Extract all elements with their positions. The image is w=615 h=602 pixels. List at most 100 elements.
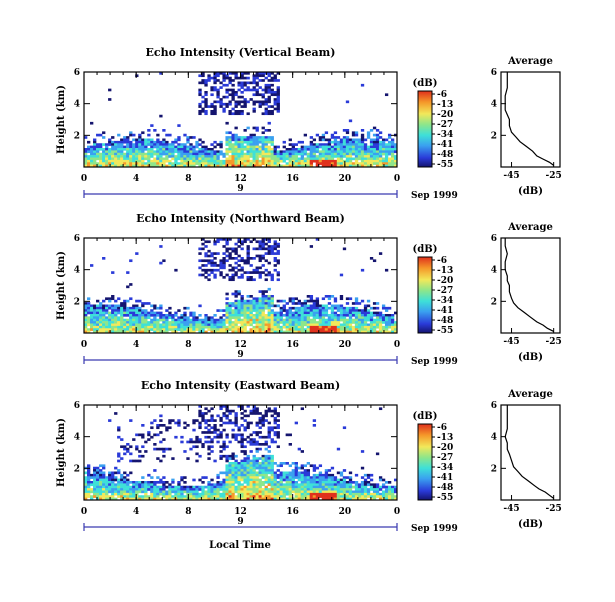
colorbar-tick-label: -34 xyxy=(437,463,453,473)
x-tick-label: 0 xyxy=(81,507,87,517)
x-tick-label: 16 xyxy=(286,507,299,517)
heatmap-title: Echo Intensity (Vertical Beam) xyxy=(145,46,335,59)
heatmap-title: Echo Intensity (Eastward Beam) xyxy=(141,379,340,392)
x-tick-label: 4 xyxy=(133,507,139,517)
y-tick-label: 2 xyxy=(74,464,80,474)
average-profile-2 xyxy=(500,237,561,334)
date-label: Sep 1999 xyxy=(411,524,458,534)
y-axis-label: Height (km) xyxy=(56,418,67,487)
average-x-label: (dB) xyxy=(518,352,543,363)
average-title: Average xyxy=(507,56,553,67)
x-tick-label: 12 xyxy=(234,507,247,517)
colorbar-tick-label: -41 xyxy=(437,473,453,483)
colorbar-tick-label: -34 xyxy=(437,296,453,306)
average-profile-3 xyxy=(500,404,561,501)
average-y-tick-label: 6 xyxy=(491,68,497,78)
colorbar-tick-label: -55 xyxy=(437,493,453,503)
y-axis-label: Height (km) xyxy=(56,85,67,154)
colorbar-tick-label: -27 xyxy=(437,286,453,296)
x-tick-label: 0 xyxy=(394,507,400,517)
heatmap-cells xyxy=(84,72,398,168)
colorbar-tick-label: -13 xyxy=(437,100,453,110)
average-x-tick-label: -25 xyxy=(546,504,562,514)
x-tick-label: 8 xyxy=(185,174,191,184)
colorbar-unit: (dB) xyxy=(413,78,438,89)
x-tick-label: 8 xyxy=(185,507,191,517)
heatmap-panel-1 xyxy=(83,71,435,198)
average-x-tick-label: -45 xyxy=(503,337,519,347)
heatmap-cells xyxy=(84,405,398,501)
colorbar-tick-label: -48 xyxy=(437,316,453,326)
average-x-tick-label: -25 xyxy=(546,171,562,181)
x-tick-label: 0 xyxy=(394,340,400,350)
day-label: 9 xyxy=(237,184,243,194)
x-tick-label: 0 xyxy=(394,174,400,184)
x-tick-label: 16 xyxy=(286,340,299,350)
x-tick-label: 12 xyxy=(234,174,247,184)
x-tick-label: 0 xyxy=(81,174,87,184)
x-tick-label: 4 xyxy=(133,340,139,350)
average-y-tick-label: 6 xyxy=(491,234,497,244)
y-tick-label: 2 xyxy=(74,131,80,141)
average-y-tick-label: 6 xyxy=(491,401,497,411)
average-profile-1 xyxy=(500,71,561,168)
average-profile-line xyxy=(504,405,555,499)
y-tick-label: 4 xyxy=(74,266,80,276)
colorbar-tick-label: -20 xyxy=(437,443,453,453)
average-x-tick-label: -25 xyxy=(546,337,562,347)
colorbar-unit: (dB) xyxy=(413,411,438,422)
colorbar xyxy=(417,423,433,501)
colorbar-tick-label: -55 xyxy=(437,160,453,170)
x-tick-label: 20 xyxy=(339,507,352,517)
average-x-tick-label: -45 xyxy=(503,171,519,181)
day-label: 9 xyxy=(237,517,243,527)
date-label: Sep 1999 xyxy=(411,191,458,201)
x-tick-label: 8 xyxy=(185,340,191,350)
colorbar-unit: (dB) xyxy=(413,244,438,255)
y-tick-label: 4 xyxy=(74,100,80,110)
colorbar-tick-label: -13 xyxy=(437,433,453,443)
x-axis-label: Local Time xyxy=(209,540,271,551)
x-tick-label: 16 xyxy=(286,174,299,184)
average-title: Average xyxy=(507,222,553,233)
colorbar-tick-label: -27 xyxy=(437,120,453,130)
colorbar-tick-label: -13 xyxy=(437,266,453,276)
average-y-tick-label: 4 xyxy=(491,433,497,443)
y-tick-label: 2 xyxy=(74,297,80,307)
x-tick-label: 0 xyxy=(81,340,87,350)
date-label: Sep 1999 xyxy=(411,357,458,367)
colorbar-tick-label: -41 xyxy=(437,140,453,150)
average-profile-line xyxy=(504,238,554,332)
y-tick-label: 6 xyxy=(74,68,80,78)
x-tick-label: 4 xyxy=(133,174,139,184)
colorbar xyxy=(417,256,433,334)
heatmap-panel-2 xyxy=(83,237,435,364)
colorbar-tick-label: -34 xyxy=(437,130,453,140)
average-frame xyxy=(500,237,561,334)
colorbar-tick-label: -27 xyxy=(437,453,453,463)
colorbar-tick-label: -55 xyxy=(437,326,453,336)
average-y-tick-label: 2 xyxy=(491,131,497,141)
x-tick-label: 20 xyxy=(339,340,352,350)
average-y-tick-label: 2 xyxy=(491,297,497,307)
average-x-label: (dB) xyxy=(518,186,543,197)
heatmap-panel-3 xyxy=(83,404,435,531)
heatmap-cells xyxy=(84,238,398,334)
colorbar-tick-label: -6 xyxy=(437,423,447,433)
average-frame xyxy=(500,404,561,501)
average-frame xyxy=(500,71,561,168)
y-tick-label: 6 xyxy=(74,234,80,244)
average-y-tick-label: 4 xyxy=(491,100,497,110)
y-tick-label: 4 xyxy=(74,433,80,443)
x-tick-label: 20 xyxy=(339,174,352,184)
colorbar xyxy=(417,90,433,168)
x-tick-label: 12 xyxy=(234,340,247,350)
average-profile-line xyxy=(504,72,555,166)
average-y-tick-label: 2 xyxy=(491,464,497,474)
y-tick-label: 6 xyxy=(74,401,80,411)
colorbar-tick-label: -6 xyxy=(437,256,447,266)
colorbar-tick-label: -20 xyxy=(437,276,453,286)
average-y-tick-label: 4 xyxy=(491,266,497,276)
